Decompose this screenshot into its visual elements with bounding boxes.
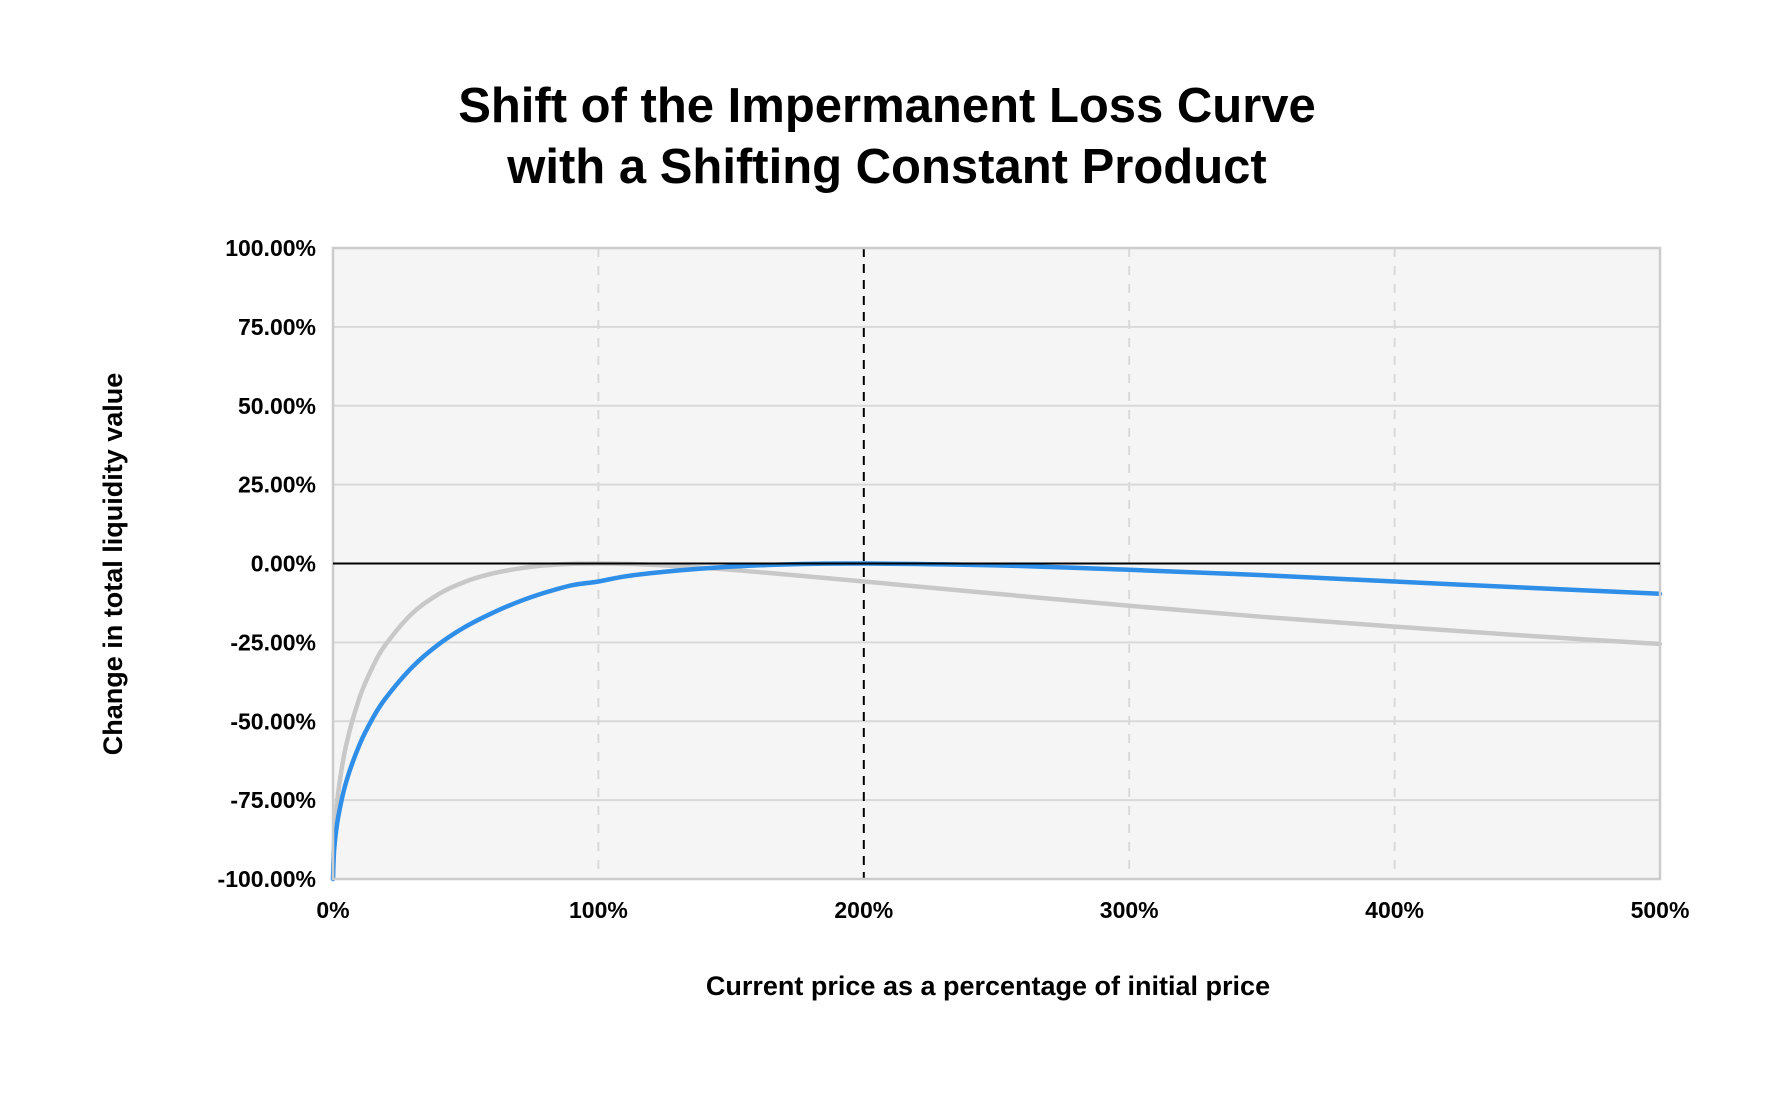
axes xyxy=(331,246,1662,881)
y-tick-label: 25.00% xyxy=(238,472,316,498)
x-tick-label: 0% xyxy=(316,897,349,923)
chart-title-line-2: with a Shifting Constant Product xyxy=(506,140,1266,194)
y-tick-label: -100.00% xyxy=(218,866,316,892)
x-tick-label: 300% xyxy=(1100,897,1159,923)
x-tick-label: 200% xyxy=(834,897,893,923)
x-tick-label: 100% xyxy=(569,897,628,923)
y-tick-label: 75.00% xyxy=(238,314,316,340)
y-tick-label: -75.00% xyxy=(230,787,316,813)
x-tick-labels: 0% 100% 200% 300% 400% 500% xyxy=(316,897,1689,923)
y-tick-label: 50.00% xyxy=(238,393,316,419)
y-axis-label: Change in total liquidity value xyxy=(98,373,128,756)
chart-title-line-1: Shift of the Impermanent Loss Curve xyxy=(458,79,1316,133)
y-tick-labels: 100.00% 75.00% 50.00% 25.00% 0.00% -25.00% -50… xyxy=(218,235,316,892)
x-tick-label: 400% xyxy=(1365,897,1424,923)
y-tick-label: 100.00% xyxy=(225,235,316,261)
y-tick-label: -50.00% xyxy=(230,708,316,734)
y-tick-label: -25.00% xyxy=(230,629,316,655)
y-tick-label: 0.00% xyxy=(251,551,316,577)
series-line-2 xyxy=(330,561,1663,882)
x-axis-label: Current price as a percentage of initial… xyxy=(706,971,1270,1001)
x-tick-label: 500% xyxy=(1631,897,1690,923)
